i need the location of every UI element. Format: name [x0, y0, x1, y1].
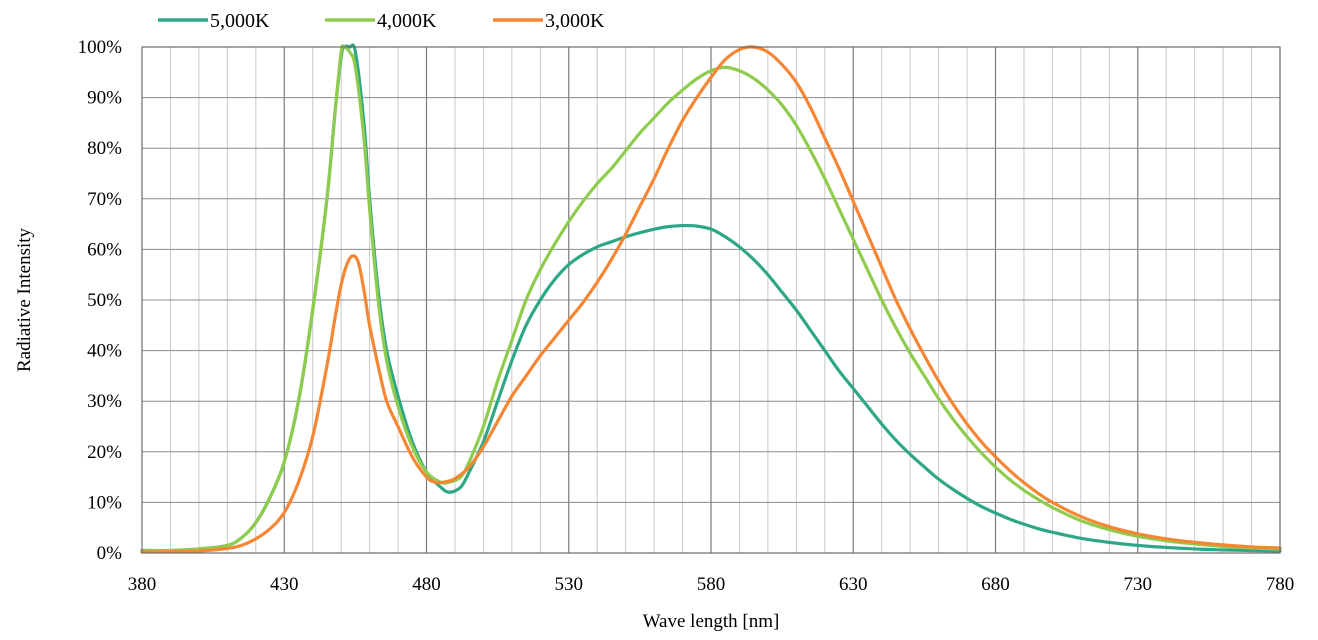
- y-tick-label: 40%: [87, 341, 122, 362]
- series-group: [140, 43, 1282, 554]
- x-tick-label: 730: [1124, 574, 1153, 595]
- legend-label-3: 3,000K: [545, 10, 605, 32]
- grid: [142, 47, 1280, 553]
- x-tick-label: 430: [270, 574, 299, 595]
- y-tick-label: 90%: [87, 88, 122, 109]
- x-axis-ticks: 380 430 480 530 580 630 680 730 780: [128, 574, 1295, 595]
- x-tick-label: 780: [1266, 574, 1295, 595]
- legend: 5,000K 4,000K 3,000K: [158, 10, 605, 32]
- y-tick-label: 80%: [87, 138, 122, 159]
- y-tick-label: 0%: [97, 543, 123, 564]
- y-tick-label: 10%: [87, 492, 122, 513]
- y-tick-label: 20%: [87, 442, 122, 463]
- y-tick-label: 70%: [87, 189, 122, 210]
- x-tick-label: 380: [128, 574, 157, 595]
- series-line-3: [140, 45, 1282, 554]
- y-tick-label: 50%: [87, 290, 122, 311]
- x-tick-label: 580: [697, 574, 726, 595]
- x-tick-label: 480: [412, 574, 441, 595]
- x-axis-title: Wave length [nm]: [643, 611, 780, 632]
- x-tick-label: 630: [839, 574, 868, 595]
- x-tick-label: 530: [555, 574, 584, 595]
- y-axis-title: Radiative Intensity: [14, 227, 35, 372]
- legend-label-2: 4,000K: [377, 10, 437, 32]
- y-tick-label: 60%: [87, 239, 122, 260]
- plot-frame: [141, 46, 1281, 554]
- legend-label-1: 5,000K: [210, 10, 270, 32]
- y-tick-label: 30%: [87, 391, 122, 412]
- y-axis-ticks: 0% 10% 20% 30% 40% 50% 60% 70% 80% 90% 100%: [78, 37, 123, 564]
- y-tick-label: 100%: [78, 37, 123, 58]
- series-line-2: [140, 44, 1282, 553]
- x-tick-label: 680: [981, 574, 1010, 595]
